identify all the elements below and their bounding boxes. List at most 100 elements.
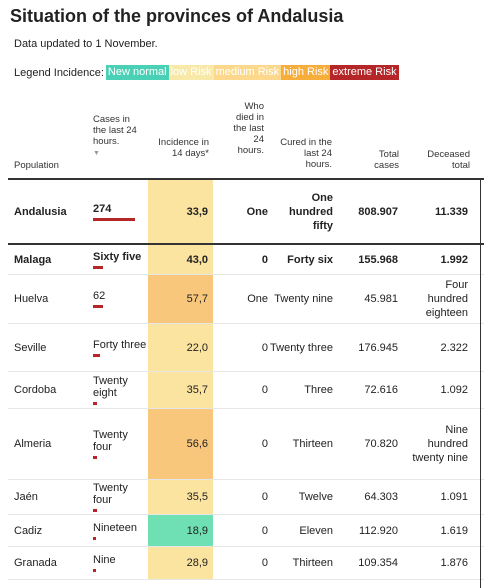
cases-24h-text: Sixty five	[93, 250, 142, 263]
incidence-value-text: 35,5	[186, 491, 208, 503]
table-row: Cadiz Nineteen 18,9 0 Eleven 112.920 1.619	[8, 515, 484, 546]
sort-desc-icon[interactable]: ▼	[93, 150, 100, 157]
row-divider	[8, 323, 484, 324]
total-cases-text: 109.354	[358, 557, 398, 569]
incidence-cell-bg	[148, 324, 213, 371]
table-row: Seville Forty three 22,0 0 Twenty three 176.9…	[8, 324, 484, 371]
row-divider	[8, 514, 484, 515]
header-total-cases[interactable]: Total cases	[374, 149, 399, 171]
cases-24h: Nine	[93, 547, 148, 579]
row-divider	[8, 408, 484, 409]
died-24h-text: 0	[261, 524, 268, 537]
deceased-total-text: 1.876	[440, 557, 468, 569]
incidence-value-text: 28,9	[186, 557, 208, 569]
died-24h-text: 0	[261, 438, 268, 450]
province-name: Andalusia	[14, 180, 67, 243]
incidence-cell-bg	[148, 245, 213, 274]
table-row: Almeria Twenty four 56,6 0 Thirteen 70.820 Nin…	[8, 409, 484, 479]
province-name-text: Cordoba	[14, 384, 57, 396]
cases-24h-text: Nineteen	[93, 521, 138, 534]
total-cases-text: 176.945	[358, 341, 398, 354]
died-24h-text: 0	[261, 253, 268, 266]
cases-24h-text: Twenty eight	[93, 375, 128, 399]
cases-bar	[93, 265, 103, 269]
header-divider	[8, 178, 484, 180]
header-died[interactable]: Who died in the last 24 hours.	[233, 101, 264, 156]
header-incidence[interactable]: Incidence in 14 days*	[158, 137, 209, 159]
legend-medium-risk: medium Risk	[213, 65, 282, 80]
cured-24h: Three	[270, 372, 333, 408]
died-24h: 0	[213, 480, 268, 514]
died-24h: 0	[213, 409, 268, 479]
died-24h-text: 0	[261, 341, 268, 354]
died-24h: 0	[213, 372, 268, 408]
province-name-text: Andalusia	[14, 205, 67, 218]
row-divider	[8, 546, 484, 547]
total-cases: 64.303	[338, 480, 398, 514]
deceased-total: 1.619	[404, 515, 468, 546]
row-divider	[8, 479, 484, 480]
total-cases: 72.616	[338, 372, 398, 408]
province-name-text: Jaén	[14, 491, 38, 503]
cases-24h: Twenty four	[93, 480, 148, 514]
table-row: Huelva 62 57,7 One Twenty nine 45.981 Four hun…	[8, 275, 484, 323]
cases-24h-text: Twenty four	[93, 429, 128, 453]
total-cases-text: 808.907	[358, 205, 398, 218]
died-24h-text: One	[247, 293, 268, 305]
cured-24h: Twenty three	[270, 324, 333, 371]
cases-bar	[93, 305, 103, 308]
died-24h-text: One	[246, 205, 268, 218]
cured-24h: Thirteen	[270, 409, 333, 479]
province-name: Cordoba	[14, 372, 56, 408]
cases-24h: Nineteen	[93, 515, 148, 546]
legend-extreme-risk: extreme Risk	[330, 65, 399, 80]
province-name: Malaga	[14, 245, 51, 274]
deceased-total-text: 1.091	[440, 491, 468, 503]
incidence-value: 57,7	[148, 275, 213, 323]
row-divider	[8, 274, 484, 275]
incidence-value-text: 56,6	[186, 438, 208, 450]
deceased-total-text: 1.992	[440, 253, 468, 266]
province-name: Cadiz	[14, 515, 42, 546]
cases-bar	[93, 217, 135, 221]
header-deceased-total[interactable]: Deceased total	[427, 149, 470, 171]
died-24h: One	[213, 275, 268, 323]
header-population[interactable]: Population	[14, 160, 59, 171]
header-cases-label: Cases in the last 24 hours.	[93, 114, 137, 147]
cases-24h: 274	[93, 180, 148, 243]
incidence-value-text: 18,9	[186, 524, 208, 537]
cases-bar	[93, 402, 97, 405]
total-cases: 109.354	[338, 547, 398, 579]
cases-24h-text: Twenty four	[93, 482, 128, 506]
incidence-cell-bg	[148, 180, 213, 243]
cured-24h: Twelve	[270, 480, 333, 514]
cases-24h-text: 274	[93, 202, 112, 215]
header-cases[interactable]: Cases in the last 24 hours. ▼	[93, 114, 143, 159]
incidence-cell-bg	[148, 409, 213, 479]
update-note: Data updated to 1 November.	[14, 38, 158, 50]
incidence-value-text: 57,7	[186, 293, 208, 305]
deceased-total-text: Nine hundred twenty nine	[412, 424, 468, 464]
total-cases: 808.907	[338, 180, 398, 243]
deceased-total-text: 11.339	[434, 205, 468, 218]
died-24h: 0	[213, 245, 268, 274]
total-cases-text: 112.920	[359, 524, 398, 537]
table-row: Granada Nine 28,9 0 Thirteen 109.354 1.876	[8, 547, 484, 579]
table-header: Population Cases in the last 24 hours. ▼…	[8, 96, 484, 178]
page-title: Situation of the provinces of Andalusia	[10, 6, 344, 26]
table-row: Jaén Twenty four 35,5 0 Twelve 64.303 1.091	[8, 480, 484, 514]
province-name-text: Huelva	[14, 293, 49, 305]
cured-24h: One hundred fifty	[270, 180, 333, 243]
incidence-value: 22,0	[148, 324, 213, 371]
legend-high-risk: high Risk	[281, 65, 331, 80]
cured-24h-text: One hundred fifty	[289, 191, 333, 232]
province-name: Granada	[14, 547, 57, 579]
province-name-text: Malaga	[14, 253, 52, 266]
cases-24h: Forty three	[93, 324, 148, 371]
cured-24h-text: Three	[304, 384, 333, 396]
deceased-total: 1.091	[404, 480, 468, 514]
incidence-cell-bg	[148, 275, 213, 323]
header-cured[interactable]: Cured in the last 24 hours.	[280, 137, 332, 170]
total-cases-text: 70.820	[364, 438, 398, 450]
incidence-value: 43,0	[148, 245, 213, 274]
